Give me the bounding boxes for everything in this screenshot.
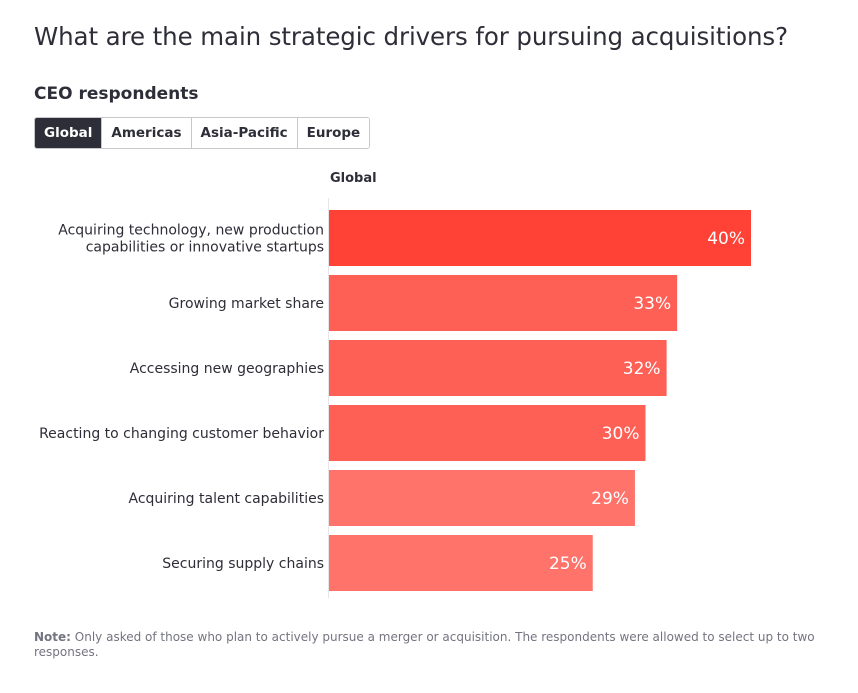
category-label-line: Acquiring talent capabilities (128, 491, 324, 507)
tab-americas[interactable]: Americas (102, 118, 192, 148)
bar-6 (329, 535, 593, 591)
footnote-text: Only asked of those who plan to actively… (34, 630, 815, 659)
chart-panel-title: Global (330, 171, 377, 186)
category-label-line: capabilities or innovative startups (86, 240, 324, 256)
bar-value-label: 25% (549, 554, 587, 574)
footnote-label: Note: (34, 630, 71, 644)
bar-value-label: 40% (707, 229, 745, 249)
category-label-line: Reacting to changing customer behavior (39, 426, 324, 442)
bar-value-label: 33% (633, 294, 671, 314)
category-label: Growing market share (169, 296, 324, 312)
category-label: Acquiring talent capabilities (128, 491, 324, 507)
bar-chart: Global 40% Acquiring technology, new produ… (39, 171, 751, 598)
category-label: Accessing new geographies (130, 361, 324, 377)
page-title: What are the main strategic drivers for … (34, 22, 788, 51)
category-label: Securing supply chains (162, 556, 324, 572)
tab-europe[interactable]: Europe (297, 118, 370, 148)
tab-global[interactable]: Global (35, 118, 103, 148)
bar-4 (329, 405, 646, 461)
bar-3 (329, 340, 667, 396)
chart-subtitle: CEO respondents (34, 84, 199, 104)
bar-value-label: 30% (602, 424, 640, 444)
category-label-line: Securing supply chains (162, 556, 324, 572)
category-label: Acquiring technology, new production capa… (58, 223, 324, 256)
category-label-line: Growing market share (169, 296, 324, 312)
bar-value-label: 32% (623, 359, 661, 379)
bar-value-label: 29% (591, 489, 629, 509)
category-label-line: Accessing new geographies (130, 361, 324, 377)
region-tabs: Global Americas Asia-Pacific Europe (34, 117, 371, 149)
tab-asia-pacific[interactable]: Asia-Pacific (191, 118, 298, 148)
bar-5 (329, 470, 635, 526)
category-label-line: Acquiring technology, new production (58, 223, 324, 239)
bar-1 (329, 210, 751, 266)
bar-chart-container: Global 40% Acquiring technology, new produ… (0, 160, 858, 605)
footnote: Note: Only asked of those who plan to ac… (34, 630, 834, 660)
category-label: Reacting to changing customer behavior (39, 426, 324, 442)
bar-2 (329, 275, 678, 331)
